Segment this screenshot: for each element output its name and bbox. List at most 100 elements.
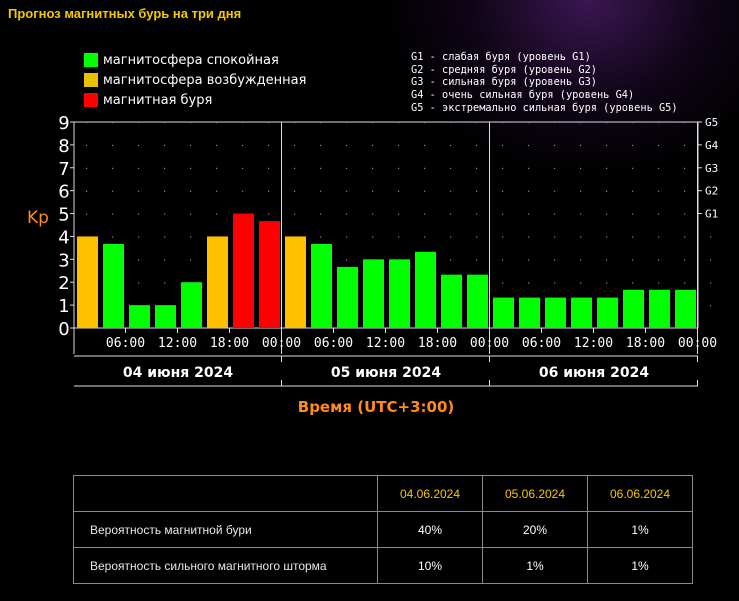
grid-dot — [346, 236, 348, 238]
grid-dot — [554, 213, 556, 215]
grid-dot — [476, 236, 478, 238]
grid-dot — [606, 144, 608, 147]
grid-dot — [138, 259, 140, 261]
grid-dot — [684, 259, 686, 261]
grid-dot — [502, 144, 504, 147]
bar — [207, 236, 228, 328]
grid-dot — [554, 144, 556, 147]
storm-level-g2: G2 - средняя буря (уровень G2) — [411, 63, 597, 76]
grid-dot — [710, 167, 712, 169]
x-tick-label: 06:00 — [522, 336, 561, 351]
grid-dot — [268, 122, 270, 124]
grid-dot — [216, 190, 218, 192]
grid-dot — [684, 282, 686, 284]
grid-dot — [320, 144, 322, 147]
y-tick-label: 0 — [58, 319, 69, 340]
grid-dot — [216, 144, 218, 147]
grid-dot — [190, 259, 192, 261]
grid-dot — [268, 190, 270, 192]
grid-dot — [580, 144, 582, 147]
grid-dot — [190, 190, 192, 192]
storm-level-g1: G1 - слабая буря (уровень G1) — [411, 51, 591, 63]
grid-dot — [164, 122, 166, 124]
bar — [233, 213, 254, 328]
grid-dot — [372, 236, 374, 238]
grid-dot — [86, 167, 88, 169]
grid-dot — [294, 144, 296, 147]
grid-dot — [424, 213, 426, 215]
grid-dot — [450, 259, 452, 261]
grid-dot — [424, 144, 426, 147]
y-tick-label: 8 — [58, 136, 69, 157]
grid-dot — [294, 167, 296, 169]
legend-label-quiet: магнитосфера спокойная — [103, 52, 279, 68]
x-tick-label: 18:00 — [210, 336, 249, 351]
grid-dot — [632, 122, 634, 124]
x-tick-label: 06:00 — [106, 336, 145, 351]
grid-dot — [606, 167, 608, 169]
y-tick-label: 4 — [58, 227, 69, 248]
grid-dot — [424, 236, 426, 238]
grid-dot — [476, 259, 478, 261]
table-cell: 1% — [482, 547, 588, 584]
grid-dot — [112, 213, 114, 215]
y-axis-label: Kp — [27, 208, 49, 228]
grid-dot — [398, 167, 400, 169]
grid-dot — [632, 213, 634, 215]
grid-dot — [320, 167, 322, 169]
bar — [545, 297, 566, 328]
grid-dot — [528, 190, 530, 192]
grid-dot — [476, 213, 478, 215]
grid-dot — [684, 144, 686, 147]
grid-dot — [528, 236, 530, 238]
grid-dot — [138, 167, 140, 169]
grid-dot — [346, 122, 348, 124]
grid-dot — [580, 167, 582, 169]
grid-dot — [372, 144, 374, 147]
grid-dot — [424, 167, 426, 169]
grid-dot — [294, 190, 296, 192]
grid-dot — [424, 190, 426, 192]
y-tick-label: 1 — [58, 296, 69, 317]
grid-dot — [658, 190, 660, 192]
grid-dot — [502, 122, 504, 124]
grid-dot — [476, 190, 478, 192]
table-header-row: 04.06.2024 05.06.2024 06.06.2024 — [73, 475, 693, 512]
grid-dot — [450, 122, 452, 124]
grid-dot — [710, 282, 712, 284]
grid-dot — [372, 122, 374, 124]
grid-dot — [164, 282, 166, 284]
grid-dot — [268, 144, 270, 147]
grid-dot — [398, 122, 400, 124]
grid-dot — [112, 144, 114, 147]
grid-dot — [190, 167, 192, 169]
grid-dot — [502, 167, 504, 169]
grid-dot — [632, 190, 634, 192]
x-tick-label: 00:00 — [262, 336, 301, 351]
table-row: Вероятность сильного магнитного шторма 1… — [73, 547, 693, 584]
y-tick-label: 2 — [58, 273, 69, 294]
grid-dot — [658, 144, 660, 147]
grid-dot — [164, 167, 166, 169]
grid-dot — [86, 213, 88, 215]
grid-dot — [554, 236, 556, 238]
table-row: Вероятность магнитной бури 40% 20% 1% — [73, 511, 693, 548]
grid-dot — [138, 282, 140, 284]
bar — [337, 266, 358, 328]
grid-dot — [138, 144, 140, 147]
bar — [389, 259, 410, 328]
grid-dot — [86, 190, 88, 192]
x-axis-label: Время (UTC+3:00) — [298, 398, 454, 416]
grid-dot — [606, 282, 608, 284]
grid-dot — [320, 213, 322, 215]
grid-dot — [658, 122, 660, 124]
grid-dot — [112, 122, 114, 124]
storm-level-g3: G3 - сильная буря (уровень G3) — [411, 76, 597, 89]
grid-dot — [710, 190, 712, 192]
grid-dot — [632, 167, 634, 169]
grid-dot — [476, 167, 478, 169]
right-tick-label: G1 — [705, 208, 718, 221]
grid-dot — [450, 190, 452, 192]
grid-dot — [112, 167, 114, 169]
